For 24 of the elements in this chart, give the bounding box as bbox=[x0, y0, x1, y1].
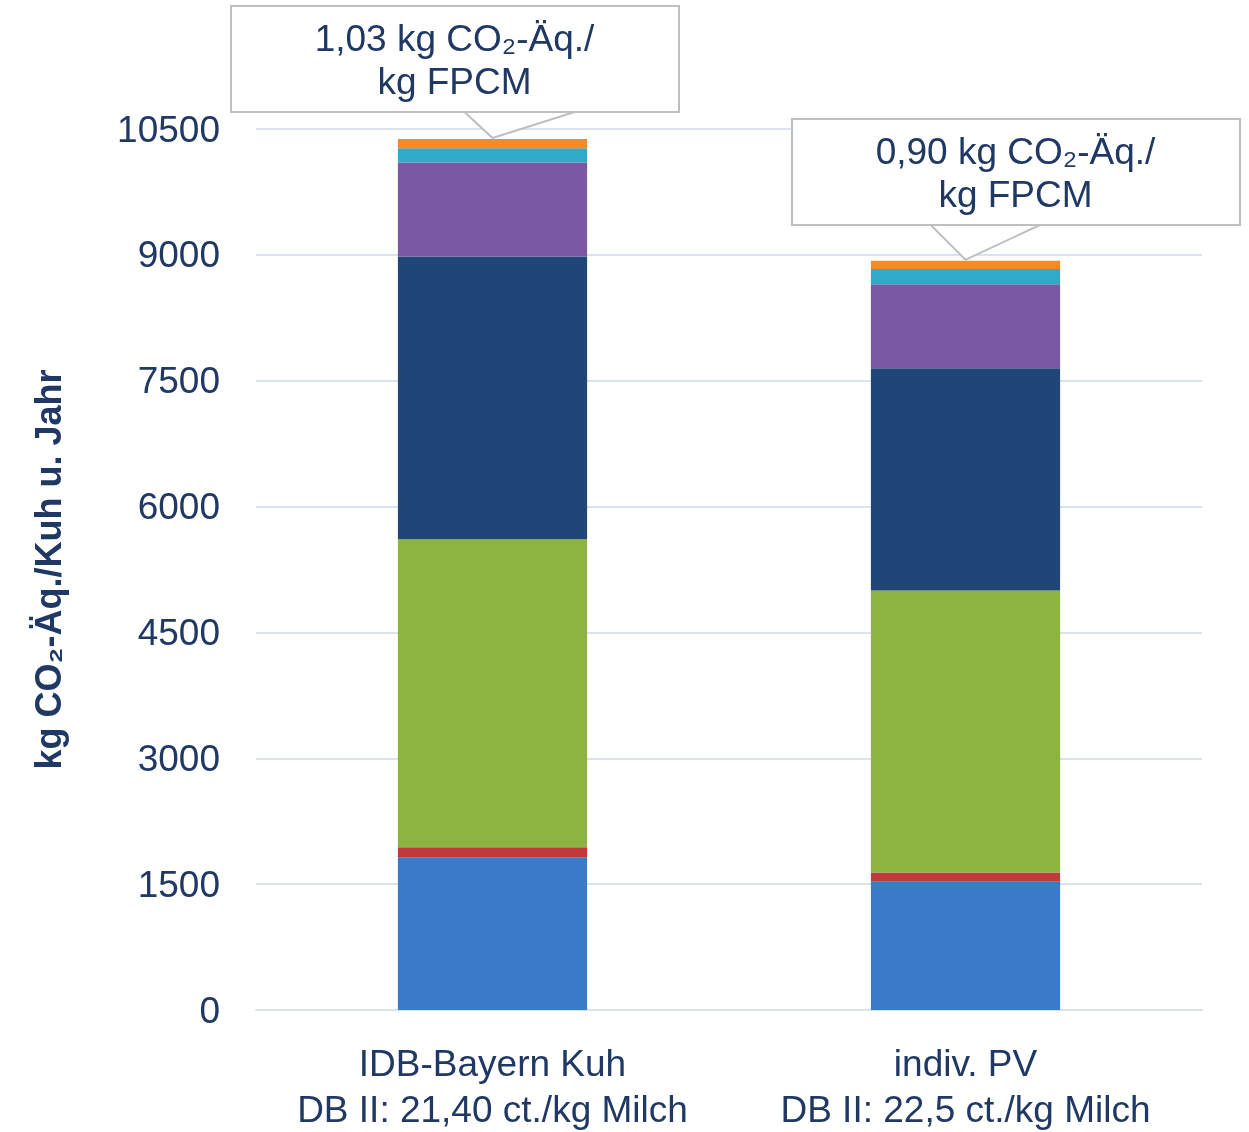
bar bbox=[870, 260, 1061, 270]
y-tick-label: 10500 bbox=[117, 108, 220, 150]
bar bbox=[870, 269, 1061, 285]
y-tick-label: 4500 bbox=[137, 611, 220, 653]
bar bbox=[870, 872, 1061, 882]
bar bbox=[870, 590, 1061, 873]
bar bbox=[397, 148, 588, 163]
y-tick-label: 6000 bbox=[137, 486, 220, 528]
y-axis-title: kg CO₂-Äq./Kuh u. Jahr bbox=[27, 369, 69, 770]
y-tick-label: 1500 bbox=[137, 863, 220, 905]
bar bbox=[397, 857, 588, 1010]
bar bbox=[397, 539, 588, 848]
bar bbox=[870, 881, 1061, 1010]
bar bbox=[870, 284, 1061, 369]
y-tick-label: 9000 bbox=[137, 234, 220, 276]
y-tick-label: 0 bbox=[199, 989, 220, 1031]
bar bbox=[397, 162, 588, 257]
y-tick-label: 7500 bbox=[137, 360, 220, 402]
bar bbox=[397, 256, 588, 540]
bar bbox=[397, 847, 588, 858]
bar bbox=[870, 368, 1061, 591]
y-tick-label: 3000 bbox=[137, 737, 220, 779]
x-tick-label: IDB-Bayern Kuh DB II: 21,40 ct./kg Milch bbox=[297, 1042, 688, 1130]
x-tick-label: indiv. PV DB II: 22,5 ct./kg Milch bbox=[780, 1042, 1151, 1130]
